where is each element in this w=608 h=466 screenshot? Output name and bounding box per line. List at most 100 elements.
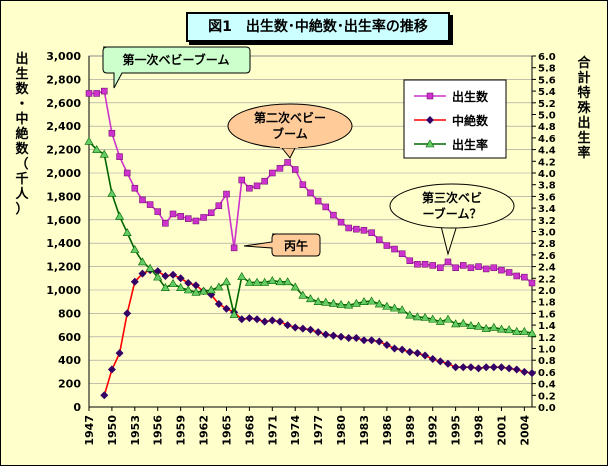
y-tick-label-left: 800	[58, 307, 81, 320]
data-point-square	[421, 261, 429, 268]
y-tick-label-left: 2,000	[46, 167, 81, 180]
data-point-triangle	[221, 277, 231, 286]
data-point-triangle	[99, 149, 109, 158]
legend-marker	[426, 92, 434, 100]
y-tick-label-right: 5.2	[538, 99, 556, 110]
data-point-diamond	[474, 364, 483, 373]
data-point-diamond	[184, 278, 193, 287]
x-tick-label: 1956	[152, 415, 165, 446]
data-point-triangle	[382, 301, 392, 310]
data-point-diamond	[130, 277, 139, 286]
y-tick-label-right: 0.6	[538, 368, 556, 379]
data-point-square	[398, 250, 406, 257]
data-point-triangle	[344, 300, 354, 309]
data-point-square	[498, 266, 505, 274]
y-tick-label-right: 0.4	[538, 380, 556, 391]
data-point-square	[360, 227, 368, 234]
data-point-diamond	[115, 349, 124, 358]
data-point-diamond	[329, 331, 338, 340]
annotation-boom1: 第一次ベビーブーム	[123, 52, 230, 67]
data-point-square	[414, 261, 421, 268]
callout-patch-boom3	[441, 221, 457, 227]
data-point-triangle	[168, 278, 178, 287]
data-point-triangle	[183, 285, 193, 294]
data-point-diamond	[482, 363, 491, 372]
x-tick-label: 1986	[381, 415, 394, 446]
data-point-square	[223, 190, 230, 198]
data-point-square	[108, 129, 116, 137]
y-tick-label-left: 1,200	[46, 261, 81, 274]
data-point-diamond	[443, 359, 452, 368]
data-point-triangle	[137, 257, 147, 266]
data-point-diamond	[528, 369, 536, 378]
y-tick-label-right: 5.8	[538, 64, 556, 75]
legend-box	[403, 79, 507, 159]
data-point-triangle	[283, 277, 293, 286]
y-tick-label-right: 4.6	[538, 134, 556, 145]
data-point-diamond	[291, 323, 300, 332]
data-point-triangle	[397, 305, 407, 314]
y-tick-label-left: 0	[73, 401, 81, 414]
data-point-triangle	[351, 298, 361, 307]
x-tick-label: 1965	[220, 415, 233, 446]
data-point-square	[383, 242, 391, 249]
data-point-diamond	[398, 345, 407, 354]
data-point-square	[284, 159, 291, 166]
y-tick-label-left: 2,200	[46, 144, 81, 157]
data-point-diamond	[382, 340, 391, 349]
data-point-triangle	[298, 290, 308, 299]
data-point-triangle	[115, 211, 125, 220]
y-tick-label-right: 3.6	[538, 192, 556, 203]
data-point-square	[139, 196, 146, 204]
y-tick-label-left: 400	[58, 354, 81, 367]
data-point-diamond	[352, 333, 361, 342]
data-point-square	[467, 264, 475, 272]
data-point-diamond	[283, 321, 292, 330]
legend-marker	[425, 139, 435, 148]
data-point-triangle	[237, 271, 247, 280]
legend-label: 中絶数	[452, 113, 489, 128]
y-tick-label-left: 3,000	[46, 50, 81, 63]
callout-hinoe	[243, 233, 321, 257]
data-point-triangle	[290, 282, 300, 291]
data-point-square	[215, 202, 223, 210]
y-tick-label-right: 4.8	[538, 122, 556, 133]
data-point-triangle	[374, 299, 384, 308]
data-point-square	[460, 262, 467, 269]
y-tick-label-left: 2,800	[46, 73, 81, 86]
y-tick-label-right: 1.6	[538, 309, 556, 320]
data-point-triangle	[390, 303, 400, 312]
data-point-square	[93, 90, 100, 97]
x-tick-label: 2004	[518, 415, 531, 446]
data-point-triangle	[458, 318, 468, 327]
y-tick-label-right: 4.2	[538, 157, 556, 168]
data-point-square	[345, 224, 352, 232]
data-point-diamond	[306, 325, 315, 334]
x-tick-label: 1962	[198, 415, 211, 446]
annotation-boom2-line1: 第二次ベビー	[254, 110, 326, 125]
data-point-square	[521, 273, 528, 281]
callout-boom1	[102, 46, 251, 89]
x-tick-label: 1953	[129, 415, 142, 446]
x-tick-label: 2001	[495, 415, 508, 446]
data-point-triangle	[504, 325, 514, 334]
y-tick-label-right: 5.4	[538, 87, 556, 98]
y-tick-label-right: 3.2	[538, 216, 556, 227]
data-point-diamond	[520, 367, 529, 376]
y-tick-label-right: 2.6	[538, 251, 556, 262]
data-point-diamond	[138, 269, 147, 278]
data-point-square	[207, 209, 215, 217]
data-point-diamond	[405, 348, 414, 357]
y-tick-label-left: 600	[58, 331, 81, 344]
data-point-square	[375, 236, 383, 243]
data-point-triangle	[328, 298, 338, 307]
data-point-diamond	[512, 365, 521, 374]
x-tick-label: 1974	[289, 415, 302, 446]
data-point-diamond	[359, 336, 368, 345]
data-point-square	[353, 225, 360, 233]
data-point-diamond	[459, 363, 468, 372]
y-tick-label-left: 1,600	[46, 214, 81, 227]
data-point-square	[452, 264, 459, 272]
data-point-triangle	[130, 245, 140, 253]
